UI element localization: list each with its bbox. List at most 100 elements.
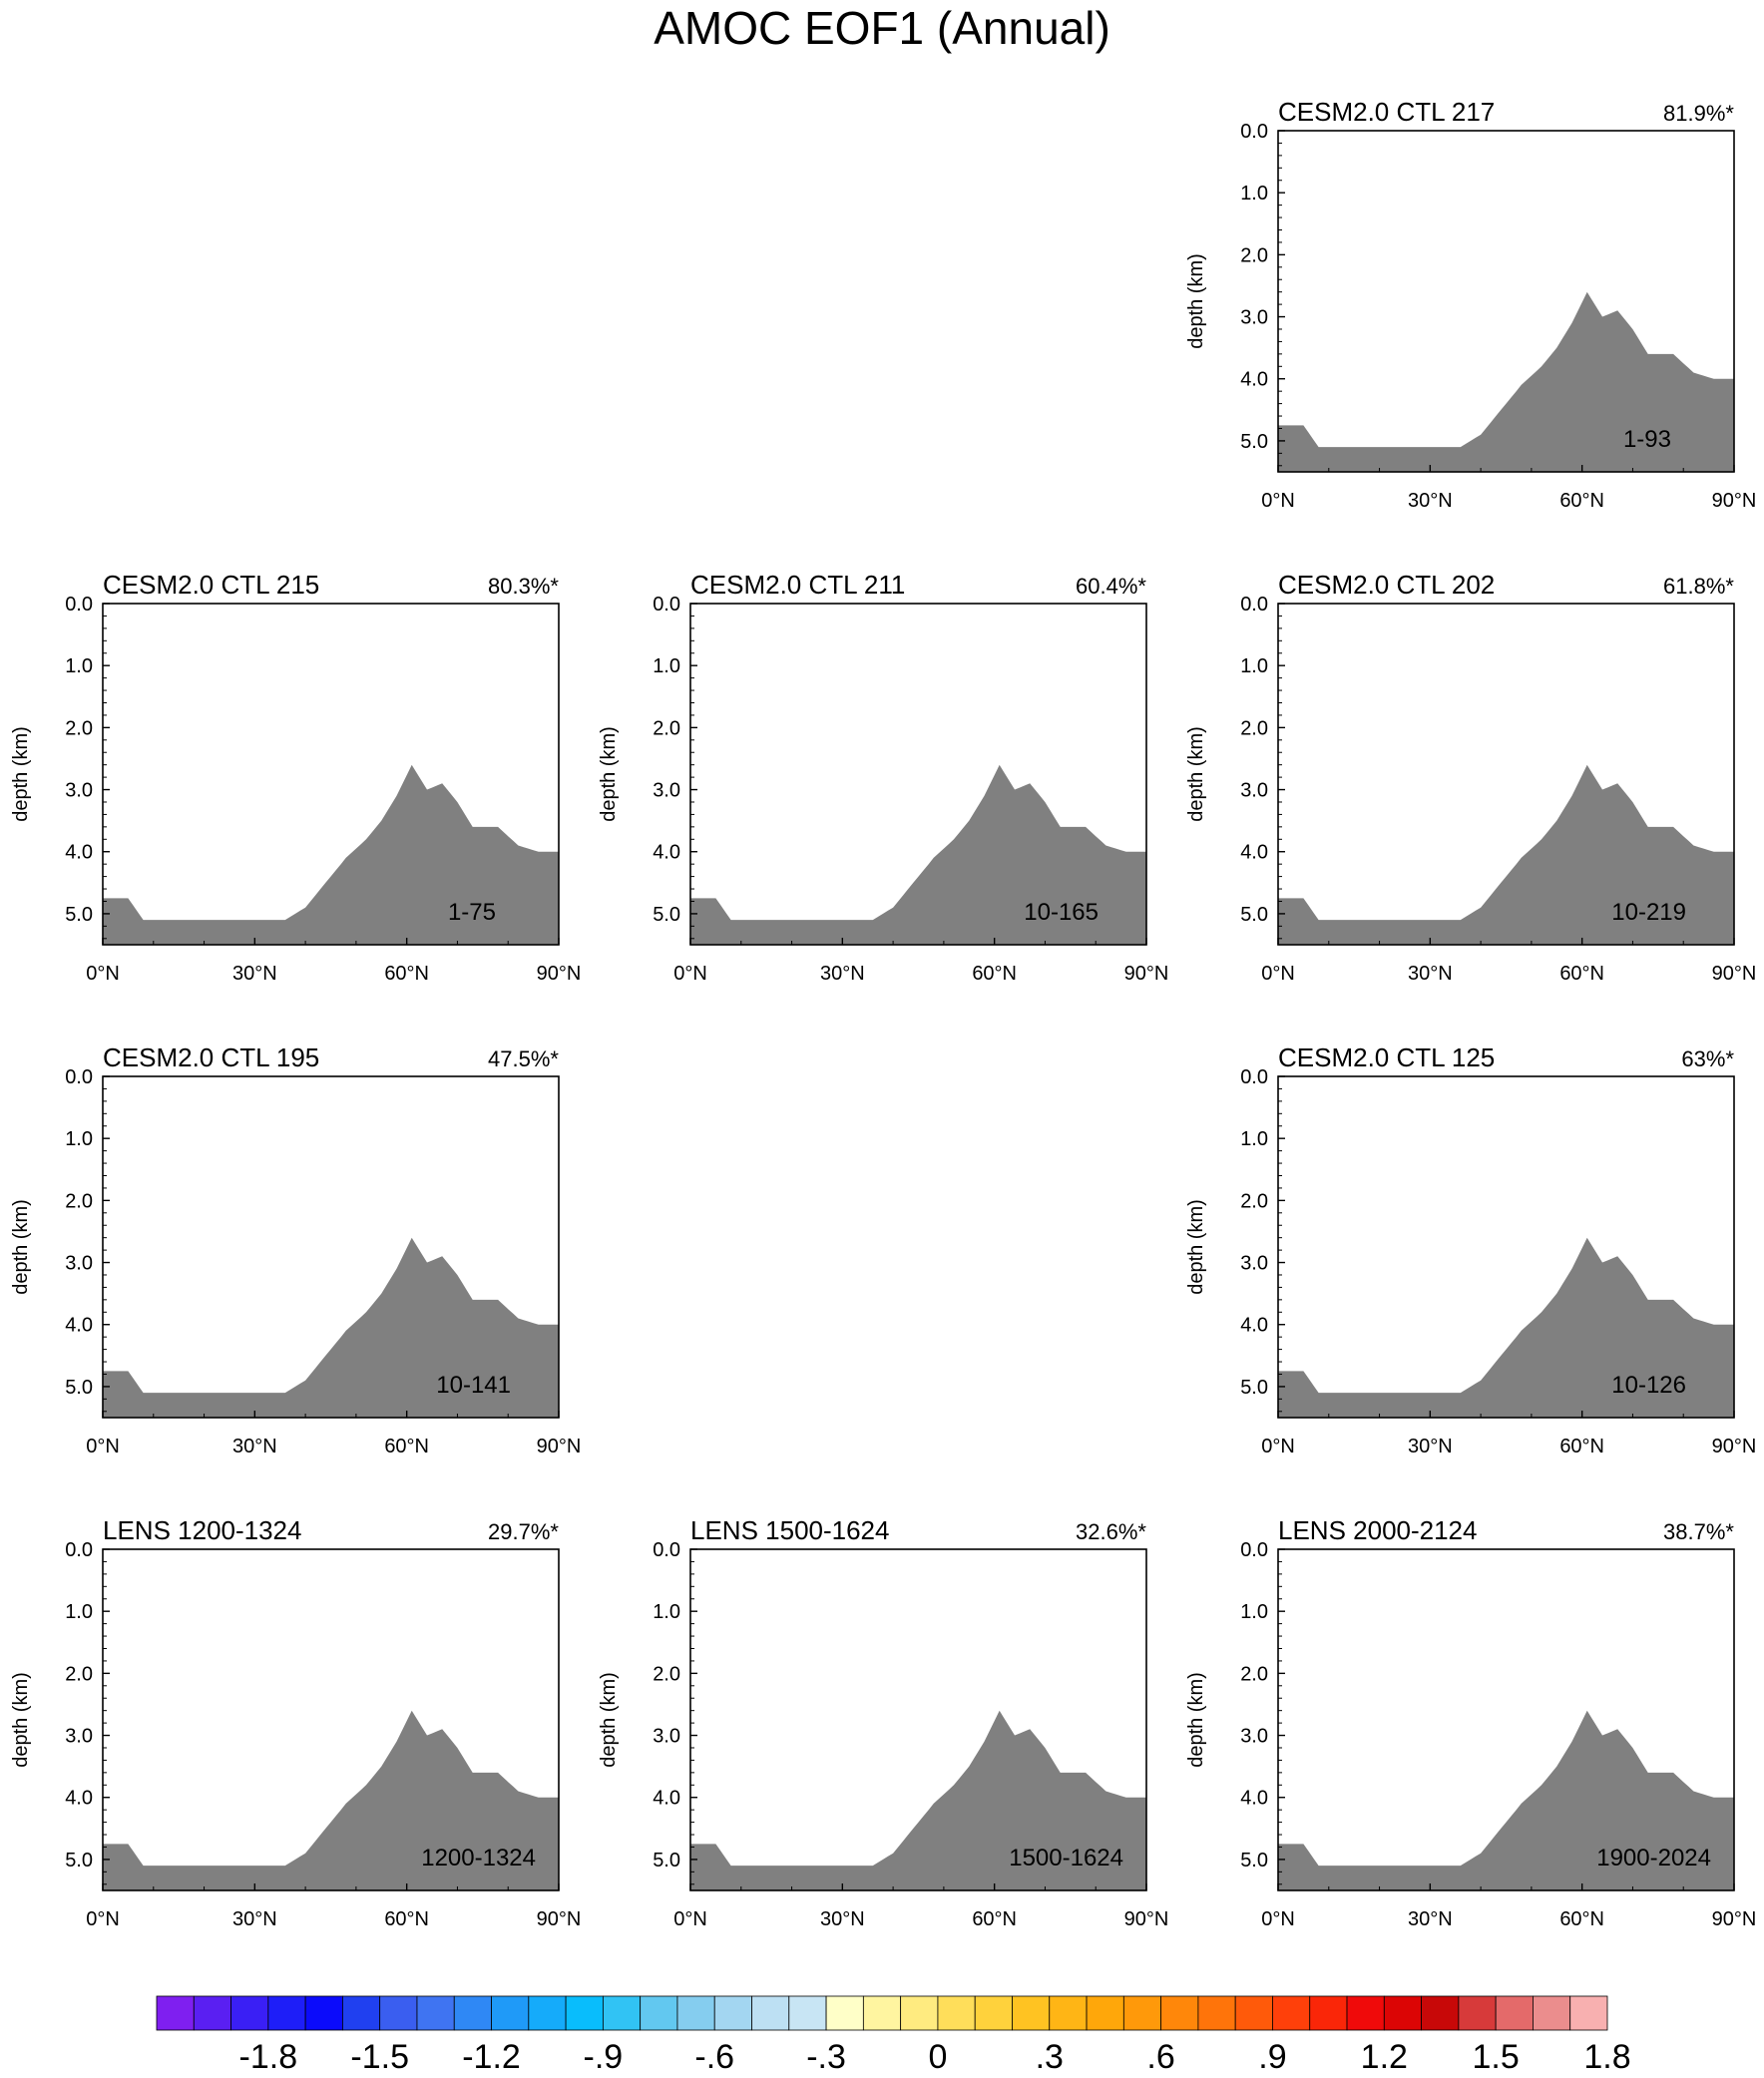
figure-title: AMOC EOF1 (Annual) <box>654 2 1110 54</box>
contour-level <box>191 621 380 759</box>
contour-level <box>1279 118 1581 341</box>
y-tick-label: 0.0 <box>1240 594 1268 616</box>
years-label: 1-75 <box>448 899 496 926</box>
colorbar-box <box>900 1995 939 2031</box>
y-axis-label: depth (km) <box>10 726 32 822</box>
colorbar-box <box>193 1995 231 2031</box>
y-axis-label: depth (km) <box>598 726 620 822</box>
contour-level <box>162 600 408 781</box>
contour-level <box>1404 1127 1537 1224</box>
panel-title: CESM2.0 CTL 202 <box>1278 570 1495 600</box>
colorbar: -1.8 -1.5 -1.2 -.9 -.6 -.3 0 .3 .6 .9 1.2 1.5 1.8 <box>156 1995 1631 2076</box>
colorbar-box <box>379 1995 418 2031</box>
y-tick-label: 1.0 <box>1240 655 1268 677</box>
colorbar-box <box>676 1995 715 2031</box>
plot-frame <box>102 1548 560 1891</box>
colorbar-boxes <box>156 1995 1608 2031</box>
land-mask <box>1278 1237 1734 1418</box>
contour-level <box>1335 161 1525 299</box>
contour-level <box>253 1613 336 1672</box>
bathymetry-land <box>103 1237 559 1418</box>
colorbar-box <box>267 1995 306 2031</box>
y-tick-label: 0.0 <box>1240 1539 1268 1561</box>
colorbar-box <box>1569 1995 1608 2031</box>
colorbar-box <box>713 1995 752 2031</box>
x-axis: 0°N 30°N 60°N 90°N <box>86 938 581 985</box>
panel-r4c2: LENS 1500-1624 32.6%* 1500-1624 0.0 1.0 2.… <box>598 1515 1169 1930</box>
contour-level <box>1364 182 1497 278</box>
bathymetry-land <box>1278 1237 1734 1418</box>
x-tick-label: 90°N <box>1712 490 1757 512</box>
x-tick-label: 0°N <box>673 1908 707 1930</box>
land-mask <box>690 764 1146 945</box>
panel-r3c3: CESM2.0 CTL 125 63%* 10-126 0.0 1.0 2.0 3.0… <box>1185 1042 1756 1457</box>
years-label: 10-165 <box>1024 899 1099 926</box>
colorbar-box <box>1012 1995 1051 2031</box>
x-tick-label: 90°N <box>537 1436 582 1457</box>
contour-level <box>1293 129 1567 331</box>
contour-level <box>837 660 970 757</box>
contour-level <box>1390 636 1571 769</box>
contour-level <box>232 652 337 728</box>
y-tick-label: 5.0 <box>65 1377 93 1399</box>
panel-r4c3: LENS 2000-2124 38.7%* 1900-2024 0.0 1.0 2.… <box>1185 1515 1756 1930</box>
contour-level <box>1250 97 1609 362</box>
x-tick-label: 30°N <box>1408 490 1453 512</box>
contour-level <box>160 1542 431 1742</box>
contour-level <box>686 1564 949 1758</box>
variance-explained: 60.4%* <box>1076 574 1146 599</box>
contour-level <box>1350 607 1612 800</box>
colorbar-box <box>416 1995 455 2031</box>
contour-level <box>855 674 951 743</box>
bathymetry-land <box>690 1710 1146 1890</box>
y-tick-label: 5.0 <box>1240 1377 1268 1399</box>
x-tick-label: 60°N <box>384 1436 429 1457</box>
y-tick-label: 4.0 <box>1240 369 1268 391</box>
x-axis: 0°N 30°N 60°N 90°N <box>1261 938 1756 985</box>
colorbar-box <box>1458 1995 1497 2031</box>
variance-explained: 38.7%* <box>1663 1519 1734 1544</box>
contour-level <box>1392 203 1469 256</box>
y-tick-label: 0.0 <box>65 594 93 616</box>
y-axis-label: depth (km) <box>10 1672 32 1768</box>
colorbar-box <box>825 1995 864 2031</box>
contour-level <box>780 619 1027 800</box>
y-tick-label: 4.0 <box>653 842 680 864</box>
variance-explained: 29.7%* <box>488 1519 559 1544</box>
colorbar-box <box>602 1995 642 2031</box>
contour-level <box>1329 1071 1612 1281</box>
panel-title: CESM2.0 CTL 195 <box>103 1042 319 1072</box>
x-tick-label: 90°N <box>1712 963 1757 985</box>
colorbar-label: .3 <box>1036 2038 1064 2076</box>
land-mask <box>1278 764 1734 945</box>
contour-level <box>192 1566 400 1719</box>
x-tick-label: 30°N <box>1408 1436 1453 1457</box>
colorbar-box <box>156 1995 195 2031</box>
land-mask <box>1278 1710 1734 1890</box>
colorbar-box <box>937 1995 976 2031</box>
x-tick-label: 60°N <box>1559 490 1604 512</box>
x-tick-label: 60°N <box>1559 963 1604 985</box>
x-tick-label: 60°N <box>972 1908 1017 1930</box>
y-axis-label: depth (km) <box>1185 1672 1207 1768</box>
plot-frame <box>689 1548 1147 1891</box>
colorbar-box <box>1495 1995 1534 2031</box>
plot-frame <box>1277 1548 1735 1891</box>
y-tick-label: 5.0 <box>653 1850 680 1871</box>
bathymetry-land <box>1278 1710 1734 1890</box>
y-tick-label: 4.0 <box>1240 1788 1268 1810</box>
x-tick-label: 90°N <box>1124 1908 1169 1930</box>
colorbar-box <box>1272 1995 1311 2031</box>
colorbar-box <box>751 1995 790 2031</box>
y-tick-label: 3.0 <box>1240 1253 1268 1275</box>
y-tick-label: 0.0 <box>1240 121 1268 143</box>
colorbar-box <box>788 1995 827 2031</box>
x-tick-label: 60°N <box>1559 1908 1604 1930</box>
y-axis: 0.0 1.0 2.0 3.0 4.0 5.0 <box>1240 594 1285 940</box>
years-label: 10-219 <box>1611 899 1686 926</box>
colorbar-label: 0 <box>928 2038 947 2076</box>
y-tick-label: 3.0 <box>65 780 93 802</box>
land-mask <box>103 1237 559 1418</box>
colorbar-label: -1.8 <box>239 2038 298 2076</box>
y-axis-label: depth (km) <box>1185 1199 1207 1295</box>
